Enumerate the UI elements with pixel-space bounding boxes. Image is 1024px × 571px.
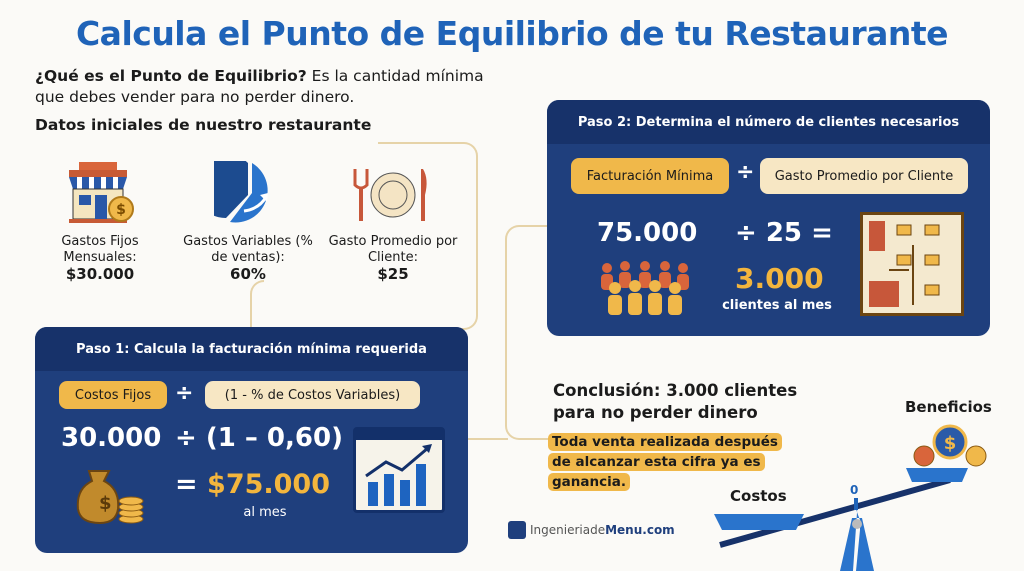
money-bag-icon: $ [75,463,145,529]
dato-value: 60% [230,265,266,283]
dato-gastos-variables: Gastos Variables (% de ventas): 60% [183,160,313,282]
dato-label: Gastos Variables (% de ventas): [183,234,313,265]
svg-text:$: $ [99,493,112,514]
equals-sign: = [175,469,198,500]
floor-plan-icon [860,212,964,316]
storefront-dollar-icon: $ [35,160,165,230]
paso2-num: 75.000 [597,218,698,248]
divide-operator: ÷ [736,160,755,185]
paso1-num: 30.000 [61,423,162,453]
paso2-unit: clientes al mes [722,298,832,313]
paso2-title: Paso 2: Determina el número de clientes … [547,100,990,144]
dato-gasto-promedio: Gasto Promedio por Cliente: $25 [328,160,458,282]
pill-facturacion-minima: Facturación Mínima [571,158,729,194]
conclusion-title: Conclusión: 3.000 clientes para no perde… [553,381,798,422]
divide-operator: ÷ [175,381,194,406]
brand-prefix: Ingenieriade [530,523,606,537]
dato-value: $25 [377,265,409,283]
pill-gasto-promedio: Gasto Promedio por Cliente [760,158,968,194]
scale-label-beneficios: Beneficios [905,398,992,416]
balance-scale-icon: $ [714,424,987,571]
connector-line [505,225,548,440]
scale-label-costos: Costos [730,487,787,505]
connector-line [468,438,508,440]
plate-fork-knife-icon [328,160,458,230]
datos-heading: Datos iniciales de nuestro restaurante [35,116,372,134]
paso1-expr: ÷ (1 – 0,60) [175,423,343,453]
dato-gastos-fijos: $ Gastos Fijos Mensuales: $30.000 [35,160,165,282]
pie-chart-icon [183,160,313,230]
brand-bold: Menu [605,523,643,537]
clientes-necesarios: 3.000 [735,262,824,295]
pill-costos-fijos: Costos Fijos [59,381,167,409]
dato-label: Gastos Fijos Mensuales: [61,234,139,265]
page-title: Calcula el Punto de Equilibrio de tu Res… [75,14,949,53]
dato-value: $30.000 [65,265,135,283]
fork-knife-logo-icon [508,521,526,539]
pill-costos-variables: (1 - % de Costos Variables) [205,381,420,409]
brand-suffix: .com [642,523,675,537]
paso2-panel: Paso 2: Determina el número de clientes … [547,100,990,336]
conclusion-highlight: Toda venta realizada después de alcanzar… [548,432,793,492]
intro-definition: Es la cantidad mínima que debes vender p… [35,67,484,106]
dato-label: Gasto Promedio por Cliente: [328,234,458,265]
paso1-title: Paso 1: Calcula la facturación mínima re… [35,327,468,371]
svg-text:$: $ [116,202,126,218]
facturacion-minima: $75.000 [207,469,331,500]
connector-line [250,280,264,330]
growth-chart-icon [353,427,445,513]
intro-question: ¿Qué es el Punto de Equilibrio? [35,67,307,85]
intro-text: ¿Qué es el Punto de Equilibrio? Es la ca… [35,66,495,108]
scale-marker: 0 [850,483,859,497]
paso1-unit: al mes [243,505,287,520]
brand-logo: Ingenieriade Menu .com [508,521,675,539]
svg-text:$: $ [944,433,957,454]
paso1-panel: Paso 1: Calcula la facturación mínima re… [35,327,468,553]
paso1-result: = $75.000 [175,469,330,500]
crowd-icon [597,258,693,322]
paso2-expr: ÷ 25 = [735,218,833,248]
connector-line [378,142,478,237]
